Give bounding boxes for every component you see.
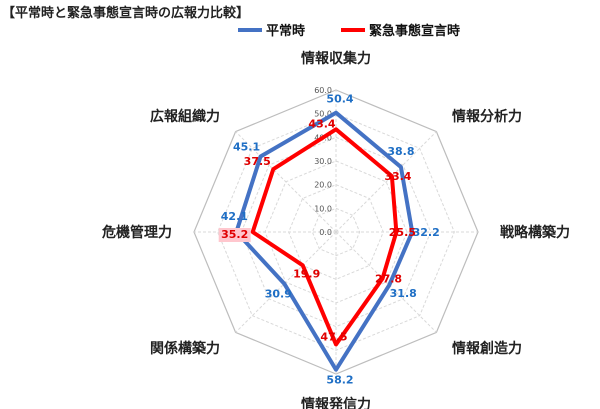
axis-label: 情報分析力 [452, 108, 522, 125]
grid-ring [217, 113, 455, 351]
grid-spoke [235, 131, 337, 233]
tick-label: 20.0 [314, 181, 332, 190]
tick-label: 60.0 [314, 86, 332, 95]
value-label: 31.8 [390, 287, 417, 300]
grid-spoke [235, 231, 337, 333]
tick-label: 30.0 [314, 157, 332, 166]
radar-spokes [194, 90, 478, 374]
value-label: 32.2 [413, 226, 440, 239]
value-label: 38.8 [387, 145, 414, 158]
value-label: 27.8 [375, 273, 402, 286]
grid-ring [288, 184, 384, 280]
value-label: 45.1 [233, 141, 260, 154]
axis-label: 関係構築力 [150, 340, 220, 357]
axis-label: 戦略構築力 [500, 224, 570, 241]
radar-value-labels: 50.4 38.8 32.2 31.8 58.2 30.9 42.1 45.1 43.4 33.4… [218, 93, 440, 387]
value-label: 30.9 [265, 288, 292, 301]
tick-label: 10.0 [314, 204, 332, 213]
value-label: 33.4 [384, 170, 411, 183]
series-line-normal [234, 110, 415, 372]
grid-ring [311, 207, 361, 257]
value-label: 50.4 [326, 93, 353, 106]
highlight-box [218, 228, 251, 242]
grid-spoke [335, 231, 437, 333]
legend: 平常時 緊急事態宣言時 [238, 23, 460, 39]
tick-label: 0.0 [319, 228, 332, 237]
grid-ring [240, 136, 432, 328]
axis-label: 情報発信力 [301, 396, 371, 409]
legend-label-emergency: 緊急事態宣言時 [369, 23, 460, 39]
axis-label: 情報収集力 [301, 50, 371, 67]
value-label: 42.1 [221, 210, 248, 223]
axis-label: 情報創造力 [452, 340, 522, 357]
value-label: 37.5 [244, 155, 271, 168]
axis-label: 広報組織力 [150, 108, 220, 125]
value-label: 25.5 [389, 226, 416, 239]
grid-spoke [335, 131, 437, 233]
series-line-emergency [250, 127, 399, 347]
radar-series [234, 110, 415, 372]
value-label: 47.5 [320, 330, 347, 343]
value-label: 19.9 [293, 267, 320, 280]
value-label: 43.4 [308, 117, 335, 130]
legend-label-normal: 平常時 [266, 23, 305, 39]
radar-tick-labels: 0.010.020.030.040.050.060.0 [314, 86, 332, 237]
chart-title: 【平常時と緊急事態宣言時の広報力比較】 [2, 6, 250, 21]
value-label: 35.2 [221, 228, 248, 241]
axis-label: 危機管理力 [101, 224, 172, 241]
value-label: 58.2 [326, 374, 353, 387]
tick-label: 50.0 [314, 110, 332, 119]
